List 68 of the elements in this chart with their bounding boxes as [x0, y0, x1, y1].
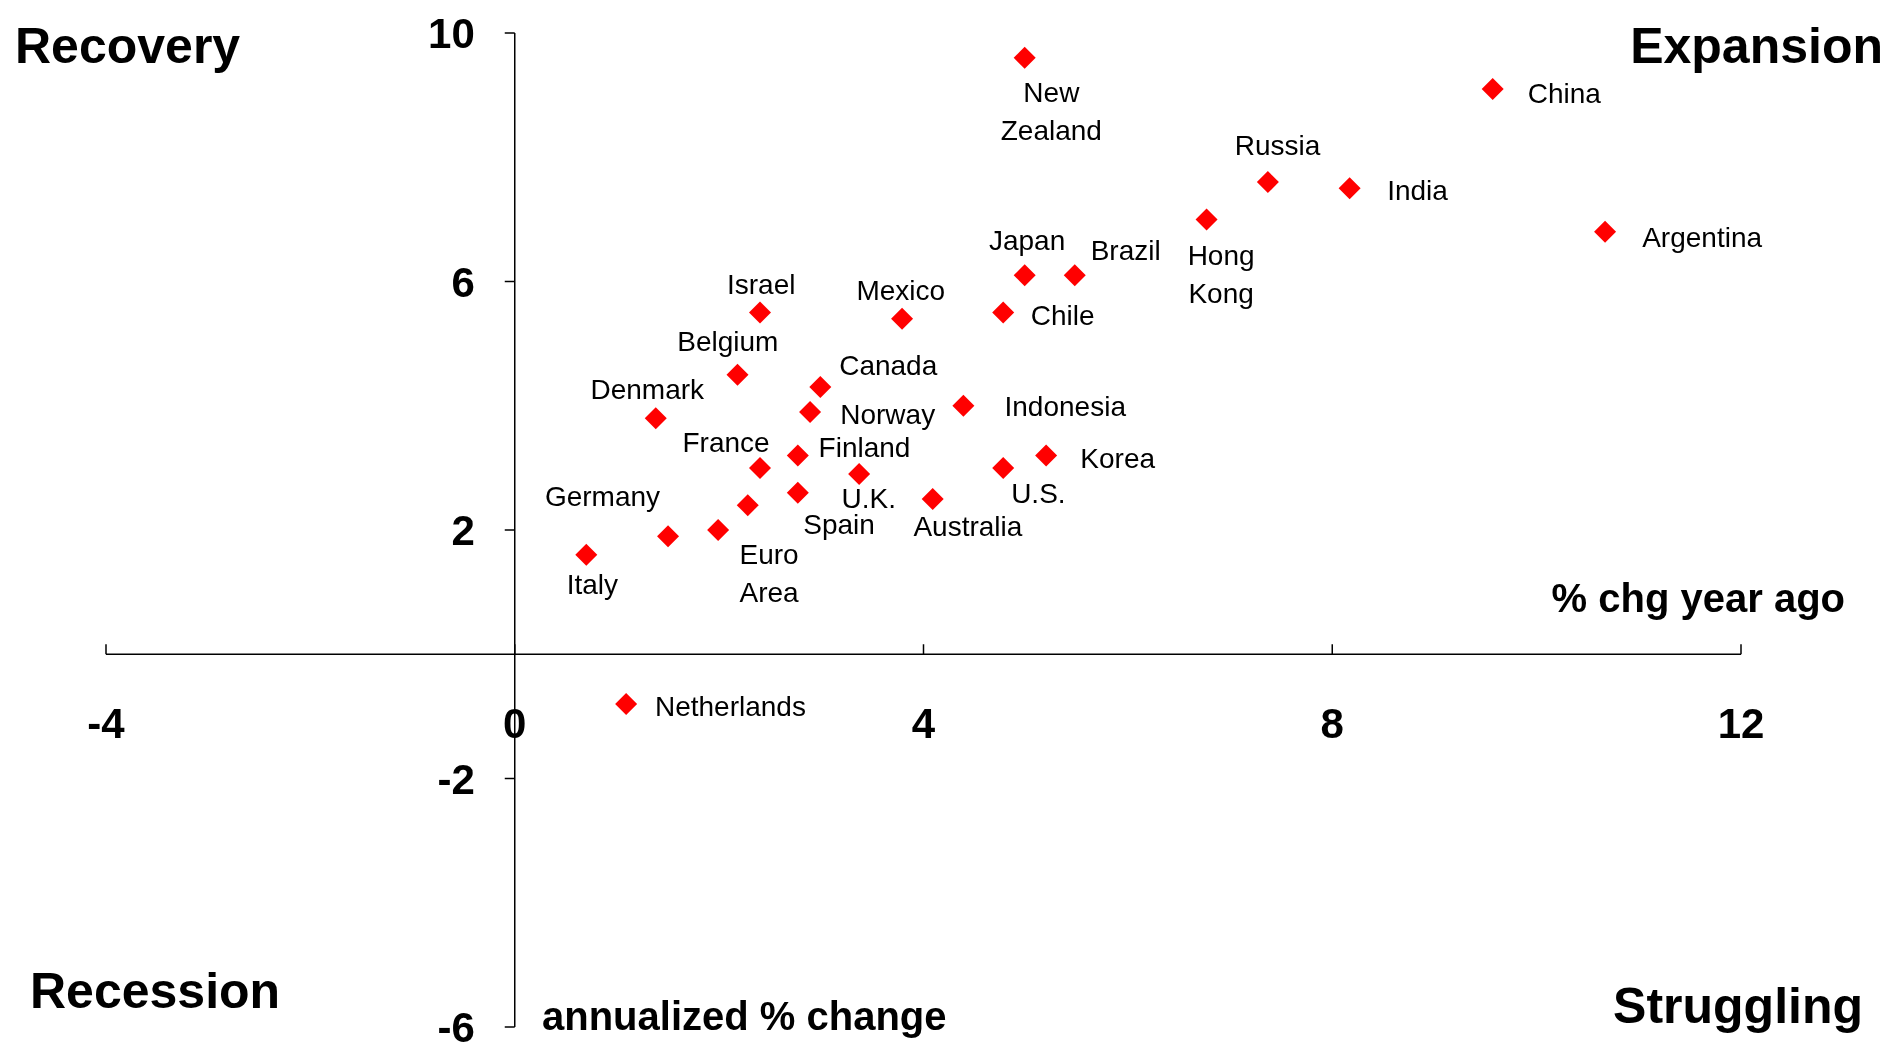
- point: [1481, 77, 1504, 100]
- annotation: Brazil: [1090, 234, 1161, 266]
- annotation: France: [682, 427, 770, 459]
- annotation: New Zealand: [1000, 77, 1102, 147]
- x-axis-title: % chg year ago: [1551, 576, 1845, 620]
- annotation: Australia: [913, 510, 1023, 542]
- annotation: Finland: [818, 432, 911, 464]
- annotation: Korea: [1080, 442, 1156, 474]
- point: [891, 307, 914, 330]
- point: [786, 481, 809, 504]
- annotation: Denmark: [590, 374, 706, 406]
- point: [575, 543, 598, 566]
- annotation: Netherlands: [654, 691, 806, 723]
- annotation: U.S.: [1011, 478, 1066, 510]
- point: [736, 494, 759, 517]
- annotation: Chile: [1030, 300, 1095, 332]
- point: [1594, 220, 1617, 243]
- y-tick-label: -6: [437, 1004, 475, 1044]
- point: [786, 444, 809, 467]
- point: [1063, 264, 1086, 287]
- annotation: Israel: [726, 268, 796, 300]
- x-tick-label: 12: [1717, 700, 1765, 748]
- annotation: Russia: [1234, 129, 1321, 161]
- point: [799, 400, 822, 423]
- annotation: Mexico: [856, 274, 946, 306]
- point: [1338, 177, 1361, 200]
- point: [1256, 171, 1279, 194]
- x-tick-label: 4: [911, 700, 936, 748]
- point: [952, 394, 975, 417]
- annotation: Norway: [840, 399, 936, 431]
- annotation: Struggling: [1613, 978, 1863, 1034]
- point: [749, 456, 771, 479]
- point: [1013, 46, 1036, 69]
- annotation: Canada: [839, 350, 938, 382]
- y-tick-label: -2: [437, 755, 475, 803]
- annotation: China: [1527, 77, 1602, 109]
- annotation: Hong Kong: [1187, 240, 1255, 310]
- point: [992, 456, 1015, 479]
- point: [615, 692, 638, 715]
- y-tick-label: 10: [428, 10, 475, 58]
- annotation: Recession: [30, 963, 281, 1019]
- point: [848, 463, 871, 486]
- y-axis-title: annualized % change: [542, 994, 947, 1038]
- annotation: Germany: [544, 481, 661, 513]
- point: [921, 487, 944, 510]
- point: [1195, 208, 1218, 231]
- annotation: Belgium: [677, 325, 779, 357]
- annotation: Expansion: [1630, 18, 1883, 74]
- annotation: Japan: [988, 225, 1066, 257]
- x-tick-label: -4: [87, 700, 126, 748]
- x-tick-label: 8: [1320, 700, 1344, 748]
- point: [749, 301, 771, 324]
- annotation: Italy: [566, 569, 619, 601]
- annotation: India: [1387, 174, 1449, 206]
- point: [726, 363, 749, 386]
- point: [1035, 444, 1058, 467]
- annotation: Euro Area: [739, 538, 800, 608]
- point: [707, 519, 730, 541]
- point: [809, 376, 832, 399]
- point: [1013, 264, 1036, 287]
- annotation: Recovery: [15, 18, 241, 74]
- point: [657, 525, 680, 548]
- point: [992, 301, 1015, 324]
- point: [644, 407, 667, 430]
- y-tick-label: 6: [451, 258, 475, 306]
- y-tick-label: 2: [451, 507, 475, 555]
- annotation: Indonesia: [1004, 390, 1127, 422]
- annotation: Argentina: [1642, 221, 1763, 253]
